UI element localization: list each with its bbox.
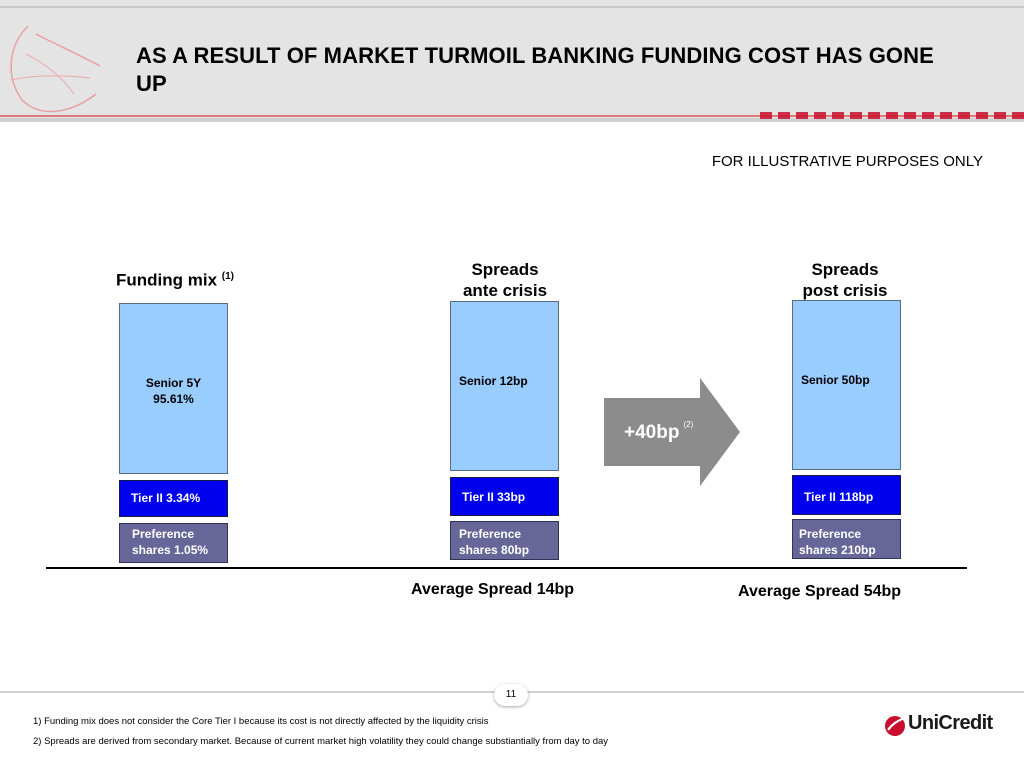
spreads-post-tier2-label: Tier II 118bp	[804, 490, 874, 504]
spreads-ante-preference-line2: shares 80bp	[459, 543, 530, 557]
spreads-post-heading-line1: Spreads	[811, 260, 879, 279]
funding-mix-senior-value: 95.61%	[153, 392, 194, 406]
spreads-ante-preference-line1: Preference	[459, 527, 522, 541]
header-red-line	[0, 115, 1024, 117]
spreads-ante-senior-label: Senior 12bp	[459, 374, 528, 388]
funding-mix-footnote-ref: (1)	[221, 271, 234, 282]
spreads-post-senior-label: Senior 50bp	[801, 373, 870, 387]
average-spread-post: Average Spread 54bp	[738, 583, 902, 600]
footnote-2: 2) Spreads are derived from secondary ma…	[33, 736, 609, 747]
unicredit-logo-icon	[885, 716, 905, 736]
spreads-post-tier2-bar: Tier II 118bp	[792, 475, 901, 515]
spreads-ante-senior-bar: Senior 12bp	[450, 301, 559, 471]
spreads-ante-tier2-bar: Tier II 33bp	[450, 477, 559, 516]
spreads-post-senior-bar: Senior 50bp	[792, 300, 901, 470]
funding-mix-heading: Funding mix (1)	[100, 266, 250, 291]
spreads-ante-heading-line1: Spreads	[471, 260, 539, 279]
spreads-post-preference-line1: Preference	[799, 527, 862, 541]
spreads-ante-heading-line2: ante crisis	[462, 281, 548, 300]
spreads-ante-heading: Spreads ante crisis	[430, 259, 580, 301]
funding-mix-senior-label: Senior 5Y	[145, 376, 202, 390]
header-top-line	[0, 6, 1024, 8]
spread-increase-footnote-ref: (2)	[683, 419, 694, 429]
spreads-post-preference-bar: Preference shares 210bp	[792, 519, 901, 559]
illustrative-disclaimer: FOR ILLUSTRATIVE PURPOSES ONLY	[711, 153, 983, 170]
funding-mix-preference-bar: Preference shares 1.05%	[119, 523, 228, 563]
funding-mix-preference-line1: Preference	[132, 527, 195, 541]
increase-arrow-icon	[604, 378, 740, 486]
spreads-post-heading: Spreads post crisis	[770, 259, 920, 301]
page-title: AS A RESULT OF MARKET TURMOIL BANKING FU…	[136, 43, 934, 96]
funding-mix-heading-text: Funding mix	[115, 270, 218, 290]
page-number: 11	[494, 684, 528, 706]
baseline-rule	[46, 567, 967, 569]
spreads-ante-tier2-label: Tier II 33bp	[462, 490, 526, 504]
funding-mix-tier2-bar: Tier II 3.34%	[119, 480, 228, 517]
unicredit-swoosh-watermark-icon	[9, 25, 101, 113]
spread-increase-value: +40bp	[624, 422, 680, 443]
funding-mix-tier2-label: Tier II 3.34%	[131, 491, 201, 505]
header-dash-pattern	[760, 112, 1024, 119]
header-band	[0, 0, 1024, 122]
spreads-ante-preference-bar: Preference shares 80bp	[450, 521, 559, 560]
spreads-post-heading-line2: post crisis	[802, 281, 888, 300]
spreads-post-preference-line2: shares 210bp	[799, 543, 876, 557]
header-bottom-band	[0, 118, 1024, 122]
footnote-1: 1) Funding mix does not consider the Cor…	[33, 716, 489, 727]
funding-mix-senior-bar: Senior 5Y 95.61%	[119, 303, 228, 474]
funding-mix-preference-line2: shares 1.05%	[132, 543, 209, 557]
unicredit-logo-text: UniCredit	[908, 712, 993, 734]
average-spread-ante: Average Spread 14bp	[411, 581, 575, 598]
spread-increase-label: +40bp (2)	[624, 419, 694, 444]
